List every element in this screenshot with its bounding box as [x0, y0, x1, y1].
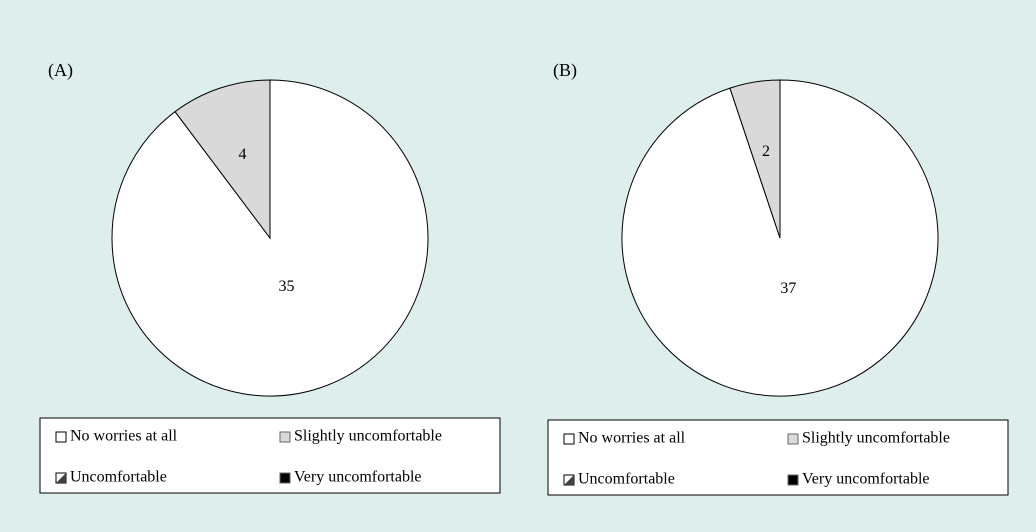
legend-box — [39, 417, 501, 494]
legend-swatch — [279, 472, 291, 484]
legend-swatch — [787, 474, 799, 486]
data-label: 37 — [780, 280, 796, 297]
data-label: 4 — [238, 146, 246, 163]
legend-label: Slightly uncomfortable — [802, 430, 950, 447]
legend-label: Uncomfortable — [70, 469, 167, 486]
legend-swatch — [787, 433, 799, 445]
pie-slice — [621, 79, 939, 397]
legend-swatch-fill — [564, 475, 574, 485]
legend-swatch — [55, 431, 67, 443]
legend-label: Uncomfortable — [578, 471, 675, 488]
legend-label: No worries at all — [578, 430, 686, 447]
legend-swatch — [563, 433, 575, 445]
data-label: 35 — [279, 278, 295, 295]
legend-box — [547, 419, 1009, 496]
legend-swatch — [279, 431, 291, 443]
chart-title: (A) — [48, 60, 73, 81]
legend-label: Slightly uncomfortable — [294, 428, 442, 445]
chart-title: (B) — [553, 60, 577, 81]
legend-label: Very uncomfortable — [802, 471, 930, 488]
data-label: 2 — [762, 143, 770, 160]
legend-label: No worries at all — [70, 428, 178, 445]
pie-slice — [729, 79, 781, 239]
legend-swatch-fill — [56, 473, 66, 483]
legend-label: Very uncomfortable — [294, 469, 422, 486]
pie-slice — [174, 79, 271, 240]
